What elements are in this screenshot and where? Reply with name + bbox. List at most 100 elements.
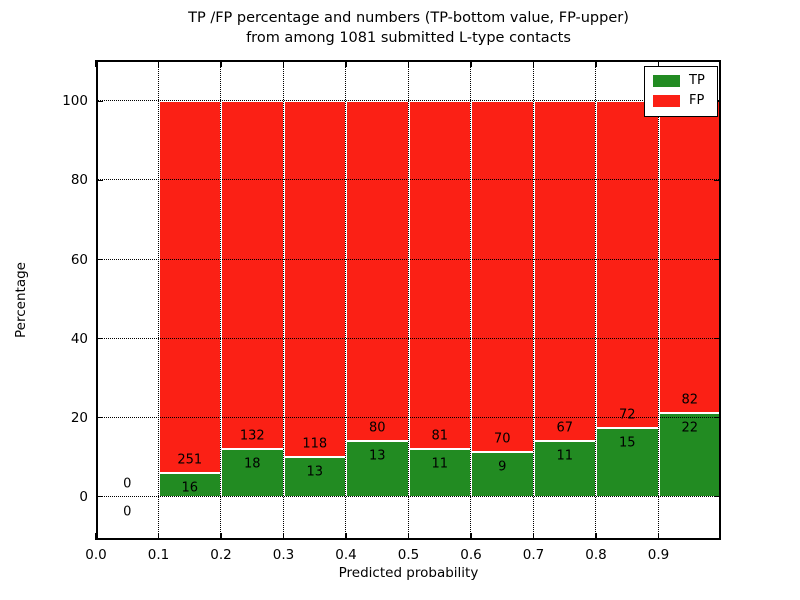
legend: TP FP xyxy=(644,66,718,117)
x-gridline xyxy=(407,60,409,540)
x-tick-label: 0.2 xyxy=(210,547,232,563)
y-tick-mark xyxy=(96,100,103,103)
x-axis-label: Predicted probability xyxy=(338,565,479,581)
fp-count-label: 70 xyxy=(493,431,511,447)
x-tick-mark xyxy=(157,60,160,67)
tp-bar-segment xyxy=(533,440,596,497)
fp-count-label: 251 xyxy=(177,452,203,468)
x-tick-label: 0.6 xyxy=(460,547,482,563)
tp-bar-segment xyxy=(408,449,471,497)
x-tick-mark xyxy=(345,533,347,540)
x-tick-label: 0.7 xyxy=(522,547,545,563)
y-tick-mark xyxy=(96,179,103,182)
tp-count-label: 18 xyxy=(243,456,261,472)
x-tick-mark xyxy=(345,60,347,67)
y-tick-label: 60 xyxy=(70,251,88,268)
x-gridline xyxy=(470,60,471,540)
x-tick-label: 0.8 xyxy=(585,547,607,563)
fp-bar-segment xyxy=(221,101,284,450)
x-tick-label: 0.3 xyxy=(272,547,295,563)
tp-bar-segment xyxy=(471,451,534,497)
chart-title-line2: from among 1081 submitted L-type contact… xyxy=(246,30,571,46)
x-tick-label: 0.1 xyxy=(147,547,170,563)
x-tick-label: 0.5 xyxy=(397,547,420,563)
tp-count-label: 15 xyxy=(618,435,636,451)
x-tick-mark xyxy=(157,533,160,540)
y-tick-label: 100 xyxy=(62,93,88,110)
x-gridline xyxy=(595,60,596,540)
x-tick-mark xyxy=(220,533,222,540)
x-gridline xyxy=(220,60,221,540)
x-tick-mark xyxy=(95,533,97,540)
x-tick-mark xyxy=(657,60,660,67)
x-tick-mark xyxy=(595,533,597,540)
tp-count-label: 11 xyxy=(431,456,449,472)
x-gridline xyxy=(157,60,159,540)
x-tick-mark xyxy=(95,60,97,67)
fp-count-label: 81 xyxy=(431,428,449,444)
tp-legend-swatch xyxy=(653,75,680,87)
y-tick-mark xyxy=(96,258,103,261)
x-tick-mark xyxy=(532,533,535,540)
fp-count-label: 118 xyxy=(302,436,328,452)
x-gridline xyxy=(345,60,346,540)
fp-bar-segment xyxy=(471,101,534,452)
fp-count-label: 0 xyxy=(123,476,132,492)
x-gridline xyxy=(532,60,534,540)
fp-count-label: 80 xyxy=(368,420,386,436)
x-tick-label: 0.0 xyxy=(85,547,107,563)
tp-count-label: 0 xyxy=(123,504,132,520)
tp-count-label: 22 xyxy=(681,420,699,436)
y-axis-label: Percentage xyxy=(13,262,29,338)
y-gridline xyxy=(96,100,721,102)
y-tick-mark xyxy=(96,416,103,419)
legend-item-fp: FP xyxy=(645,91,717,111)
x-tick-mark xyxy=(282,60,285,67)
x-tick-mark xyxy=(407,533,410,540)
y-tick-label: 20 xyxy=(70,409,88,426)
x-tick-mark xyxy=(470,533,472,540)
chart-title-line1: TP /FP percentage and numbers (TP-bottom… xyxy=(188,10,629,26)
y-tick-mark xyxy=(714,179,721,182)
y-tick-label: 80 xyxy=(70,172,88,189)
fp-bar-segment xyxy=(533,101,596,441)
x-tick-mark xyxy=(282,533,285,540)
tp-bar-segment xyxy=(658,412,721,497)
x-gridline xyxy=(657,60,659,540)
fp-count-label: 132 xyxy=(239,428,265,444)
tp-legend-label: TP xyxy=(689,73,705,88)
x-tick-mark xyxy=(532,60,535,67)
fp-bar-segment xyxy=(158,101,221,473)
x-gridline xyxy=(282,60,284,540)
x-tick-mark xyxy=(657,533,660,540)
tp-count-label: 11 xyxy=(556,448,574,464)
x-tick-mark xyxy=(595,60,597,67)
fp-bar-segment xyxy=(408,101,471,450)
plot-area: 0 0 251 16 132 18 118 13 80 13 81 11 70 9 67 11 72 15 82 22… xyxy=(62,60,721,563)
y-tick-label: 40 xyxy=(70,330,88,347)
y-tick-mark xyxy=(714,337,721,340)
fp-bar-segment xyxy=(346,101,409,442)
y-tick-mark xyxy=(714,416,721,419)
y-gridline xyxy=(96,495,721,497)
y-tick-mark xyxy=(96,337,103,340)
x-tick-mark xyxy=(470,60,472,67)
fp-count-label: 82 xyxy=(681,392,699,408)
x-tick-label: 0.4 xyxy=(335,547,357,563)
tp-count-label: 13 xyxy=(306,464,324,480)
fp-bar-segment xyxy=(596,101,659,429)
fp-count-label: 72 xyxy=(618,407,636,423)
chart-title: TP /FP percentage and numbers (TP-bottom… xyxy=(96,8,721,48)
y-gridline xyxy=(96,416,721,418)
y-gridline xyxy=(96,179,721,181)
fp-bar-segment xyxy=(658,101,721,413)
x-tick-mark xyxy=(407,60,410,67)
y-tick-mark xyxy=(714,258,721,261)
fp-count-label: 67 xyxy=(556,420,574,436)
y-tick-mark xyxy=(96,495,103,498)
tp-count-label: 16 xyxy=(181,480,199,496)
tp-count-label: 9 xyxy=(498,459,507,475)
fp-legend-swatch xyxy=(653,95,680,107)
tp-bar-segment xyxy=(596,428,659,497)
